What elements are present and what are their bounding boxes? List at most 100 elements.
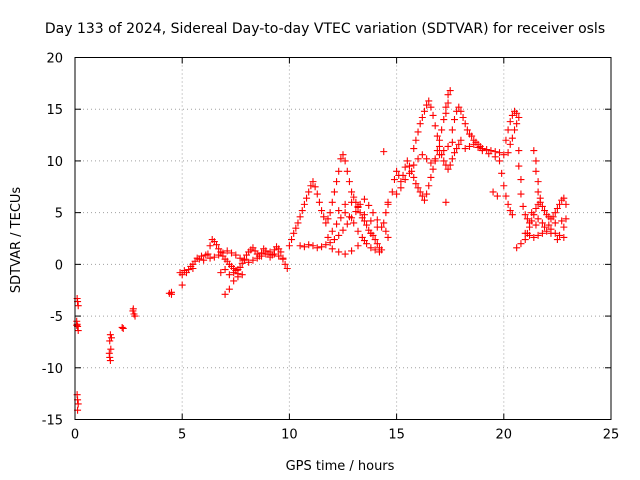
data-point (330, 188, 338, 196)
data-point (534, 188, 542, 196)
data-point (534, 178, 542, 186)
data-point (343, 220, 351, 228)
data-point (444, 165, 452, 173)
data-point (318, 207, 326, 215)
data-point (414, 128, 422, 136)
data-point (459, 113, 467, 121)
data-point (382, 209, 390, 217)
data-point (517, 176, 525, 184)
data-point (504, 149, 512, 157)
data-point (416, 188, 424, 196)
x-tick-label: 5 (178, 428, 186, 443)
data-point (275, 252, 283, 260)
data-point (380, 219, 388, 227)
data-point (300, 200, 308, 208)
data-point (178, 271, 186, 279)
data-point (519, 202, 527, 210)
data-point (119, 324, 127, 332)
data-point (369, 209, 377, 217)
data-point (528, 209, 536, 217)
data-point (360, 195, 368, 203)
data-point (367, 229, 375, 237)
data-point (384, 233, 392, 241)
data-point (414, 155, 422, 163)
data-point (433, 132, 441, 140)
data-point (551, 209, 559, 217)
data-point (326, 209, 334, 217)
data-point (106, 337, 114, 345)
data-point (292, 224, 300, 232)
data-point (341, 250, 349, 258)
data-point (438, 126, 446, 134)
data-point (543, 227, 551, 235)
data-point (326, 239, 334, 247)
data-point (534, 215, 542, 223)
data-point (444, 142, 452, 150)
data-point (526, 231, 534, 239)
data-point (560, 194, 568, 202)
data-point (74, 327, 82, 335)
data-point (313, 244, 321, 252)
data-point (328, 245, 336, 253)
data-point (360, 211, 368, 219)
data-point (322, 219, 330, 227)
data-point (403, 157, 411, 165)
data-point (513, 120, 521, 128)
data-point (249, 256, 257, 264)
data-point (74, 400, 82, 408)
data-point (288, 236, 296, 244)
data-point (315, 198, 323, 206)
data-point (549, 213, 557, 221)
data-point (348, 188, 356, 196)
data-point (442, 198, 450, 206)
data-point (478, 147, 486, 155)
data-point (373, 216, 381, 224)
data-point (305, 241, 313, 249)
data-point (489, 188, 497, 196)
data-point (534, 231, 542, 239)
data-point (425, 97, 433, 105)
data-point (354, 202, 362, 210)
data-point (532, 205, 540, 213)
data-point (444, 91, 452, 99)
data-point (538, 202, 546, 210)
data-point (328, 227, 336, 235)
data-point (433, 147, 441, 155)
data-point (296, 213, 304, 221)
data-point (118, 323, 126, 331)
data-point (429, 111, 437, 119)
data-point (333, 178, 341, 186)
data-point (562, 200, 570, 208)
data-point (435, 151, 443, 159)
data-point (197, 252, 205, 260)
data-point (74, 302, 82, 310)
data-point (553, 236, 561, 244)
data-point (339, 151, 347, 159)
x-tick-label: 25 (603, 428, 620, 443)
chart-title: Day 133 of 2024, Sidereal Day-to-day VTE… (45, 21, 605, 37)
data-point (418, 192, 426, 200)
data-point (410, 145, 418, 153)
data-point (455, 140, 463, 148)
data-point (440, 157, 448, 165)
data-point (167, 288, 175, 296)
data-point (431, 122, 439, 130)
data-point (337, 155, 345, 163)
data-point (277, 248, 285, 256)
data-point (532, 157, 540, 165)
data-point (324, 215, 332, 223)
data-point (431, 155, 439, 163)
data-point (279, 255, 287, 263)
data-point (502, 192, 510, 200)
data-point (335, 231, 343, 239)
data-point (468, 132, 476, 140)
data-point (506, 207, 514, 215)
data-point (508, 111, 516, 119)
data-point (435, 142, 443, 150)
data-point (232, 251, 240, 259)
data-point (345, 213, 353, 221)
data-point (448, 138, 456, 146)
data-point (538, 229, 546, 237)
